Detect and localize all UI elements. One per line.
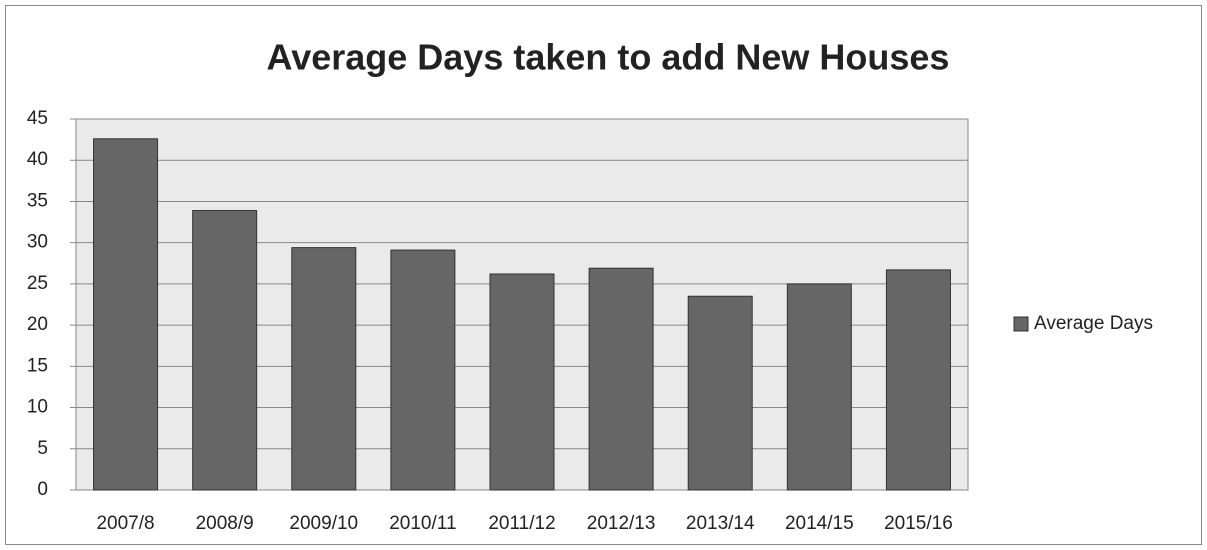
x-tick-label: 2015/16	[884, 513, 953, 534]
bar	[687, 295, 753, 491]
y-tick-label: 10	[27, 397, 48, 418]
x-tick-label: 2008/9	[196, 513, 254, 534]
y-tick-label: 25	[27, 273, 48, 294]
x-tick-label: 2010/11	[389, 513, 456, 534]
y-tick-label: 40	[27, 149, 48, 170]
y-tick-label: 5	[37, 438, 48, 459]
bar	[93, 138, 159, 491]
bar	[885, 269, 951, 491]
bar	[291, 247, 357, 491]
y-tick-label: 20	[27, 314, 48, 335]
x-tick-label: 2009/10	[289, 513, 358, 534]
legend-swatch	[1013, 316, 1029, 332]
x-tick-label: 2013/14	[686, 513, 755, 534]
bar	[390, 249, 456, 491]
y-tick-label: 30	[27, 232, 48, 253]
x-tick-label: 2014/15	[785, 513, 854, 534]
legend-label: Average Days	[1034, 313, 1153, 334]
bar	[489, 273, 555, 491]
y-tick-label: 35	[27, 190, 48, 211]
y-tick-label: 45	[27, 108, 48, 129]
y-tick-label: 15	[27, 355, 48, 376]
y-tick-label: 0	[37, 479, 48, 500]
bar	[588, 267, 654, 491]
bar	[192, 210, 258, 491]
x-tick-label: 2011/12	[488, 513, 555, 534]
bar	[786, 283, 852, 491]
x-tick-label: 2007/8	[96, 513, 154, 534]
chart-title: Average Days taken to add New Houses	[267, 37, 950, 78]
x-tick-label: 2012/13	[587, 513, 656, 534]
